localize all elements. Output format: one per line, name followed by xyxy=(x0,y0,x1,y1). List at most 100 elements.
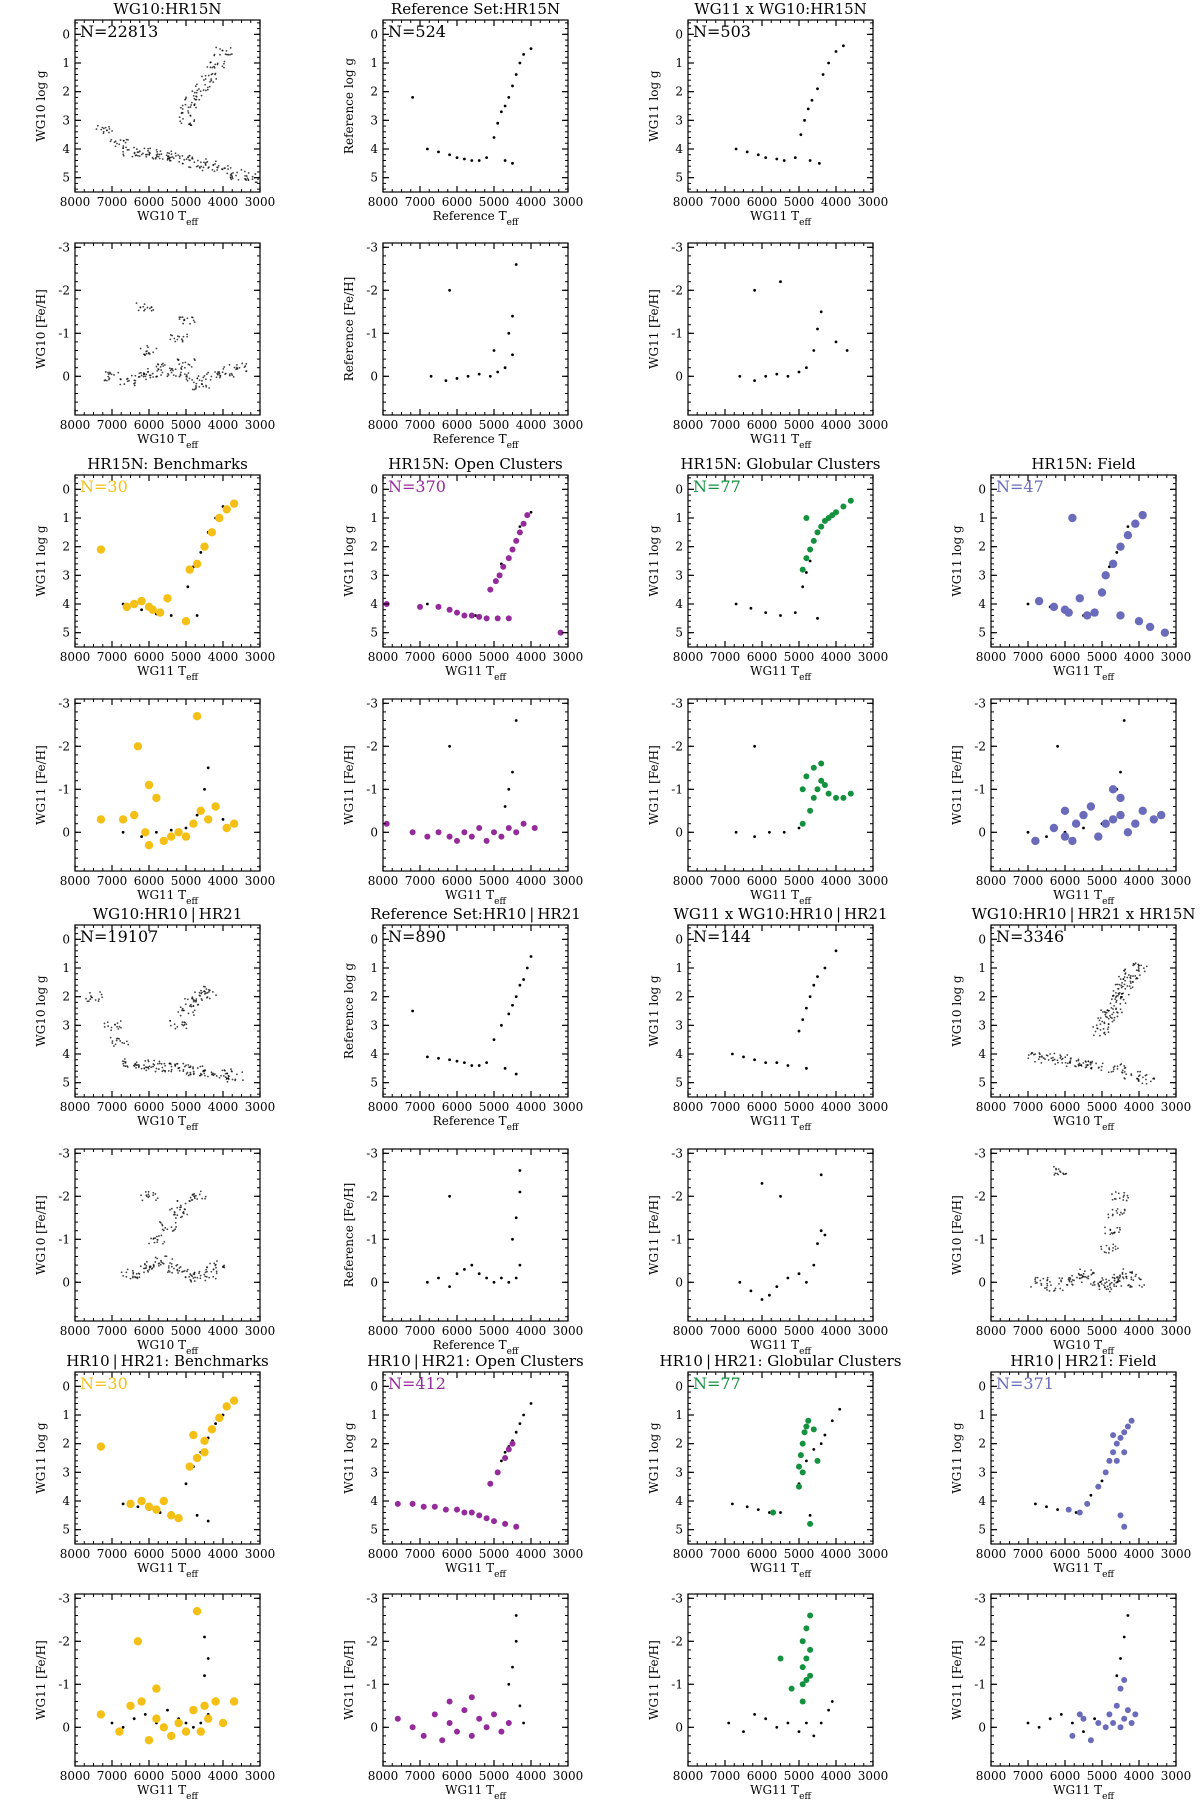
x-tick-label: 4000 xyxy=(821,1547,852,1561)
data-point xyxy=(1034,1502,1037,1506)
x-tick-label: 7000 xyxy=(97,1324,128,1338)
data-point xyxy=(461,1509,468,1516)
y-tick-label: 5 xyxy=(370,171,378,185)
x-tick-label: 5000 xyxy=(1087,874,1118,888)
x-tick-label: 4000 xyxy=(208,650,239,664)
data-point xyxy=(768,1293,771,1297)
x-tick-label: 4000 xyxy=(516,418,547,432)
data-point xyxy=(204,815,213,824)
data-point xyxy=(167,1731,176,1741)
y-tick-label: 0 xyxy=(978,1720,986,1734)
x-tick-label: 3000 xyxy=(1161,1769,1192,1783)
data-point xyxy=(148,1234,166,1245)
y-tick-label: 1 xyxy=(675,961,683,975)
y-axis-label: WG11 log g xyxy=(34,525,48,597)
data-point xyxy=(200,1436,209,1446)
x-tick-label: 6000 xyxy=(442,650,473,664)
data-point xyxy=(133,1637,143,1646)
data-point xyxy=(818,760,825,767)
y-axis-label: WG11 [Fe/H] xyxy=(950,1640,964,1720)
data-point xyxy=(188,157,207,169)
y-tick-label: 4 xyxy=(675,142,683,156)
data-point xyxy=(463,157,466,161)
data-point xyxy=(502,1455,509,1461)
data-point xyxy=(1125,1277,1146,1288)
plot-frame xyxy=(74,1593,261,1767)
x-tick-label: 5000 xyxy=(171,195,202,209)
x-tick-label: 4000 xyxy=(208,874,239,888)
y-tick-label: 0 xyxy=(978,1379,986,1393)
x-tick-label: 4000 xyxy=(516,1769,547,1783)
x-tick-label: 7000 xyxy=(1013,1324,1044,1338)
y-tick-label: -3 xyxy=(671,696,683,710)
data-point xyxy=(1097,1281,1116,1293)
data-point xyxy=(511,314,514,318)
data-point xyxy=(742,1055,745,1059)
data-point xyxy=(838,1407,842,1411)
data-point xyxy=(1123,968,1141,980)
x-tick-label: 5000 xyxy=(171,1100,202,1114)
x-axis-label: WG10 Teff xyxy=(137,1114,198,1133)
data-point xyxy=(797,1452,804,1459)
x-tick-label: 8000 xyxy=(60,1100,91,1114)
y-axis-label: WG11 log g xyxy=(950,525,964,597)
x-tick-label: 5000 xyxy=(784,195,815,209)
data-point xyxy=(768,830,771,834)
x-tick-label: 5000 xyxy=(1087,1100,1118,1114)
data-point xyxy=(812,1448,816,1451)
y-tick-label: 1 xyxy=(370,1408,378,1422)
x-axis-label: WG10 Teff xyxy=(137,432,198,451)
data-point xyxy=(1069,1732,1076,1739)
data-point xyxy=(448,288,451,292)
data-point xyxy=(1026,830,1030,834)
data-point xyxy=(140,1190,159,1202)
data-point xyxy=(207,1425,217,1434)
data-point xyxy=(216,366,235,378)
data-point xyxy=(799,820,806,827)
data-point xyxy=(511,84,514,88)
y-axis-label: WG10 [Fe/H] xyxy=(34,1195,48,1275)
data-point xyxy=(513,537,520,544)
x-tick-label: 4000 xyxy=(516,650,547,664)
panel-title: WG11 x WG10:HR10 | HR21 xyxy=(674,905,888,923)
x-tick-label: 6000 xyxy=(442,1769,473,1783)
x-tick-label: 6000 xyxy=(747,874,778,888)
y-tick-label: 0 xyxy=(978,1275,986,1289)
x-tick-label: 7000 xyxy=(710,418,741,432)
data-point xyxy=(483,837,490,844)
data-point xyxy=(518,525,522,528)
data-point xyxy=(132,1059,151,1070)
y-axis-label: WG11 [Fe/H] xyxy=(342,745,356,825)
n-count-label: N=412 xyxy=(388,1374,446,1393)
y-tick-label: 0 xyxy=(675,27,683,41)
data-point xyxy=(514,1072,518,1076)
data-point xyxy=(518,1422,522,1425)
data-point xyxy=(1128,1720,1135,1726)
data-point xyxy=(133,742,143,751)
data-point xyxy=(1068,836,1077,846)
data-point xyxy=(96,545,106,554)
data-point xyxy=(206,60,226,69)
data-point xyxy=(803,555,810,562)
data-point xyxy=(525,966,529,970)
data-point xyxy=(191,991,211,1002)
data-point xyxy=(511,161,514,165)
y-tick-label: -2 xyxy=(974,1634,986,1648)
x-axis-label: Reference Teff xyxy=(433,1338,519,1357)
y-axis-label: WG11 log g xyxy=(647,975,661,1047)
plot-frame xyxy=(687,1371,874,1545)
data-point xyxy=(797,826,801,830)
data-point xyxy=(455,377,459,380)
data-point xyxy=(476,825,483,831)
data-point xyxy=(203,787,206,791)
data-point xyxy=(814,1457,821,1464)
data-point xyxy=(1026,1721,1030,1725)
data-point xyxy=(177,1005,196,1017)
data-point xyxy=(426,602,429,606)
data-point xyxy=(799,1469,806,1476)
data-point xyxy=(442,1506,449,1513)
data-point xyxy=(779,280,782,284)
data-point xyxy=(1131,819,1140,828)
y-axis-label: WG11 log g xyxy=(342,1422,356,1494)
plot-frame xyxy=(687,698,874,872)
